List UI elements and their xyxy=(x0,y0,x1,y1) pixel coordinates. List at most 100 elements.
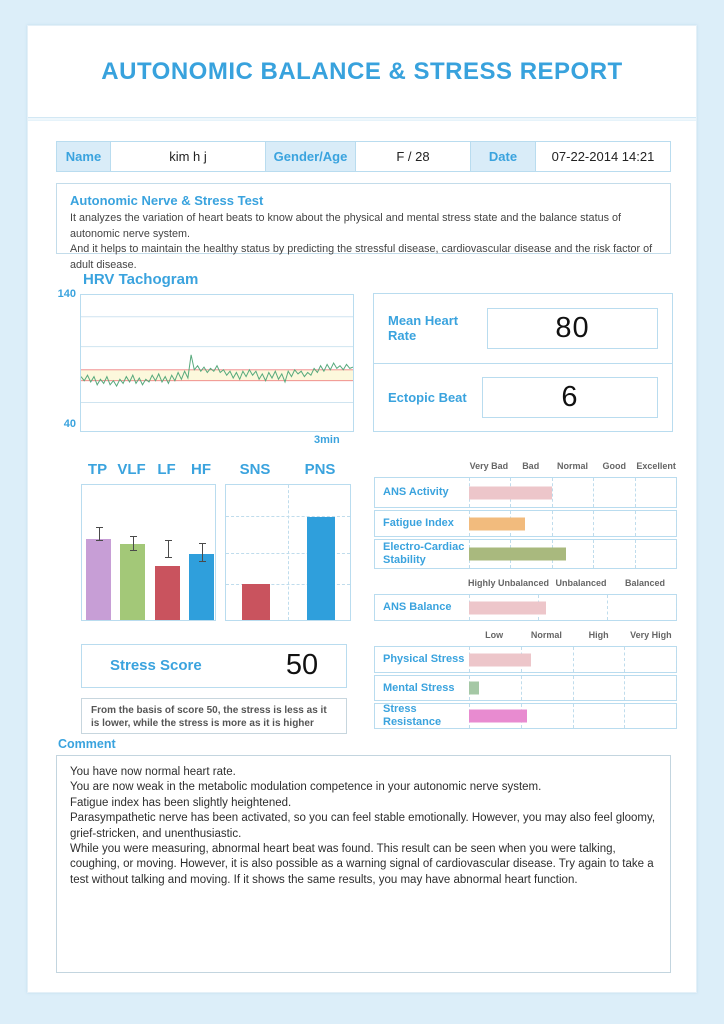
comment-paragraph-4: Parasympathetic nerve has been activated… xyxy=(70,812,656,840)
scale-label-very-high: Very High xyxy=(630,630,672,640)
patient-info-bar: Name kim h j Gender/Age F / 28 Date 07-2… xyxy=(56,141,671,172)
mental-stress-bar xyxy=(469,681,480,695)
rating-group-2: Low Normal High Very High Physical Stress Men… xyxy=(374,630,677,729)
physical-stress-label: Physical Stress xyxy=(383,653,465,666)
gender-age-label: Gender/Age xyxy=(266,141,356,172)
tone-gridline-v xyxy=(288,485,289,620)
mental-stress-scale xyxy=(469,676,677,700)
ans-activity-gridline-2 xyxy=(551,478,553,507)
physical-stress-gridline-3 xyxy=(624,647,626,672)
comment-paragraph-3: Fatigue index has been slightly heighten… xyxy=(70,796,292,809)
hf-error-cap-top xyxy=(198,543,206,545)
mean-heart-rate-value-box: 80 xyxy=(486,307,658,349)
comment-heading: Comment xyxy=(58,737,116,751)
fatigue-index-bar xyxy=(469,517,525,530)
vlf-error-bar xyxy=(132,535,134,550)
mental-stress-gridline-1 xyxy=(520,676,522,700)
stress-score-label: Stress Score xyxy=(110,657,202,674)
stress-resistance-gridline-3 xyxy=(624,704,626,728)
fatigue-index-gridline-4 xyxy=(634,511,636,536)
ans-balance-label: ANS Balance xyxy=(383,601,452,614)
hf-error-bar xyxy=(201,543,203,561)
fatigue-index-gridline-3 xyxy=(593,511,595,536)
mean-heart-rate-row: Mean Heart Rate 80 xyxy=(374,294,672,363)
tp-bar-label: TP xyxy=(87,461,108,478)
test-description-box: Autonomic Nerve & Stress Test It analyze… xyxy=(56,183,671,271)
stress-resistance-label: Stress Resistance xyxy=(383,703,442,728)
electro-cardiac-stability-scale xyxy=(469,540,677,568)
mean-heart-rate-label: Mean Heart Rate xyxy=(388,313,459,344)
scale-label-excellent: Excellent xyxy=(636,461,676,471)
test-description-line1: It analyzes the variation of heart beats… xyxy=(70,212,621,240)
tp-error-cap-top xyxy=(95,526,103,528)
fatigue-index-row: Fatigue Index xyxy=(374,510,677,537)
ans-balance-row: ANS Balance xyxy=(374,594,677,621)
physical-stress-bar xyxy=(469,653,532,666)
stress-resistance-row: Stress Resistance xyxy=(374,703,677,729)
ans-activity-gridline-4 xyxy=(634,478,636,507)
ans-activity-row: ANS Activity xyxy=(374,477,677,508)
title-divider xyxy=(28,117,696,121)
scale-label-balanced: Balanced xyxy=(625,578,666,588)
mental-stress-gridline-3 xyxy=(624,676,626,700)
hrv-reference-band xyxy=(81,369,353,381)
electro-cardiac-stability-label: Electro-Cardiac Stability xyxy=(383,541,465,566)
ans-balance-gridline-2 xyxy=(606,595,608,620)
hf-bar-label: HF xyxy=(191,461,211,478)
physical-stress-gridline-2 xyxy=(572,647,574,672)
comment-paragraph-5: While you were measuring, abnormal heart… xyxy=(70,843,654,886)
mean-heart-rate-value: 80 xyxy=(555,311,590,344)
date-label: Date xyxy=(471,141,536,172)
scale-label-high: High xyxy=(588,630,609,640)
physical-stress-row: Physical Stress xyxy=(374,646,677,673)
ans-balance-gridline-3 xyxy=(676,595,677,620)
gender-age-value: F / 28 xyxy=(356,141,471,172)
ectopic-beat-label: Ectopic Beat xyxy=(388,389,467,405)
scale-label-good: Good xyxy=(602,461,627,471)
stress-resistance-gridline-4 xyxy=(676,704,677,728)
stress-score-box: Stress Score 50 xyxy=(81,644,347,688)
name-value: kim h j xyxy=(111,141,266,172)
electro-cardiac-stability-gridline-5 xyxy=(676,540,677,568)
ectopic-beat-value: 6 xyxy=(561,380,579,413)
rating-group-1: Highly Unbalanced Unbalanced Balanced ANS B… xyxy=(374,578,677,621)
electro-cardiac-stability-gridline-4 xyxy=(634,540,636,568)
scale-label-low: Low xyxy=(485,630,504,640)
hrv-xaxis-label: 3min xyxy=(314,434,340,446)
rating-scale-header-2: Low Normal High Very High xyxy=(468,630,677,642)
tp-bar xyxy=(86,539,111,620)
stress-resistance-bar xyxy=(469,709,527,723)
stress-score-note: From the basis of score 50, the stress i… xyxy=(81,698,347,734)
scale-label-normal: Normal xyxy=(556,461,588,471)
date-value: 07-22-2014 14:21 xyxy=(536,141,671,172)
ratings-panel: Very Bad Bad Normal Good Excellent ANS Activi… xyxy=(374,461,677,738)
test-description-line2: And it helps to maintain the healthy sta… xyxy=(70,243,653,271)
mental-stress-gridline-4 xyxy=(676,676,677,700)
frequency-domain-chart xyxy=(81,484,216,621)
ectopic-beat-value-box: 6 xyxy=(482,376,658,418)
report-page: AUTONOMIC BALANCE & STRESS REPORT Name k… xyxy=(27,25,697,993)
rating-scale-header-0: Very Bad Bad Normal Good Excellent xyxy=(468,461,677,473)
lf-bar xyxy=(155,566,180,620)
mental-stress-label: Mental Stress xyxy=(383,681,455,694)
tp-error-cap-bottom xyxy=(95,539,103,541)
electro-cardiac-stability-bar xyxy=(469,547,567,561)
ans-activity-label: ANS Activity xyxy=(383,486,449,499)
tp-error-bar xyxy=(98,526,100,540)
ans-activity-gridline-3 xyxy=(593,478,595,507)
rating-scale-header-1: Highly Unbalanced Unbalanced Balanced xyxy=(468,578,677,590)
scale-label-bad: Bad xyxy=(522,461,540,471)
scale-label-very-bad: Very Bad xyxy=(469,461,509,471)
lf-bar-label: LF xyxy=(157,461,176,478)
fatigue-index-gridline-5 xyxy=(676,511,677,536)
pns-bar-label: PNS xyxy=(304,461,336,478)
ans-activity-bar xyxy=(469,486,552,499)
vlf-error-cap-top xyxy=(129,535,137,537)
comment-box: You have now normal heart rate. You are n… xyxy=(56,755,671,973)
stress-resistance-scale xyxy=(469,704,677,728)
lf-error-bar xyxy=(167,540,169,557)
hrv-ymin-label: 40 xyxy=(63,418,76,430)
lf-error-cap-bottom xyxy=(164,556,172,558)
hrv-tachogram-chart xyxy=(80,294,354,432)
